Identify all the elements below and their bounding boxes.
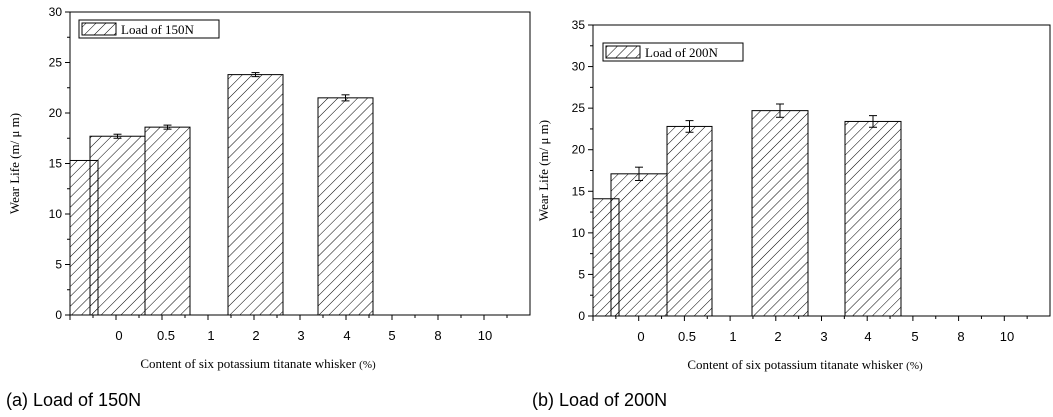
bar-0 (610, 173, 668, 317)
x-tick-label-1: 0.5 (157, 328, 175, 343)
y-tick-label-2: 10 (49, 207, 63, 221)
bar-0 (89, 135, 146, 316)
y-tick-label-2: 10 (572, 226, 586, 240)
x-axis-label-unit: (%) (906, 360, 923, 372)
caption-a: (a) Load of 150N (6, 390, 142, 410)
x-tick-label-2: 1 (729, 329, 736, 344)
y-axis-label: Wear Life (m/ μ m) (536, 120, 551, 221)
y-tick-label-5: 25 (572, 101, 586, 115)
x-axis-label-main: Content of six potassium titanate whiske… (140, 356, 359, 371)
y-tick-label-0: 0 (55, 308, 62, 322)
x-tick-label-3: 2 (774, 329, 781, 344)
x-tick-label-5: 4 (864, 329, 871, 344)
legend-swatch (605, 45, 641, 59)
x-axis-label-main: Content of six potassium titanate whiske… (687, 357, 906, 372)
x-tick-label-7: 8 (434, 328, 441, 343)
bar-3 (751, 110, 809, 317)
x-tick-label-6: 5 (911, 329, 918, 344)
legend-label: Load of 200N (645, 45, 719, 60)
x-axis-label: Content of six potassium titanate whiske… (140, 356, 376, 371)
y-tick-label-3: 15 (49, 157, 63, 171)
y-tick-label-3: 15 (572, 184, 586, 198)
y-tick-label-4: 20 (49, 106, 63, 120)
x-tick-label-1: 0.5 (678, 329, 696, 344)
x-tick-label-6: 5 (388, 328, 395, 343)
x-tick-label-0: 0 (115, 328, 122, 343)
x-tick-label-0: 0 (637, 329, 644, 344)
caption-b: (b) Load of 200N (532, 390, 668, 410)
x-tick-label-3: 2 (252, 328, 259, 343)
x-tick-label-4: 3 (820, 329, 827, 344)
x-axis-label-unit: (%) (359, 359, 376, 371)
y-tick-label-5: 25 (49, 56, 63, 70)
y-tick-label-4: 20 (572, 143, 586, 157)
y-tick-label-7: 35 (572, 18, 586, 32)
chart-a: 0 5 10 15 20 25 30 0 0.5 1 2 3 4 5 8 10 Load of 150N Wear… (7, 5, 531, 371)
bar-5 (844, 120, 902, 317)
x-tick-label-8: 10 (478, 328, 492, 343)
bar-1 (666, 125, 713, 317)
y-tick-label-1: 5 (578, 267, 585, 281)
x-axis-label: Content of six potassium titanate whiske… (687, 357, 923, 372)
x-tick-label-4: 3 (297, 328, 304, 343)
y-tick-label-6: 30 (572, 60, 586, 74)
y-axis-label: Wear Life (m/ μ m) (7, 113, 22, 214)
x-tick-label-8: 10 (1000, 329, 1014, 344)
x-tick-label-5: 4 (343, 328, 350, 343)
y-tick-label-0: 0 (578, 309, 585, 323)
bar-1 (144, 126, 191, 316)
x-tick-label-2: 1 (207, 328, 214, 343)
legend-swatch (81, 22, 117, 36)
chart-b: 0 5 10 15 20 25 30 35 0 0.5 1 2 3 4 5 8 10 Load of 200N We… (536, 18, 1051, 372)
y-tick-label-6: 30 (49, 5, 63, 19)
x-tick-label-7: 8 (957, 329, 964, 344)
y-tick-label-1: 5 (55, 258, 62, 272)
legend-label: Load of 150N (121, 22, 195, 37)
bar-5 (317, 97, 374, 316)
bar-3 (227, 74, 284, 316)
